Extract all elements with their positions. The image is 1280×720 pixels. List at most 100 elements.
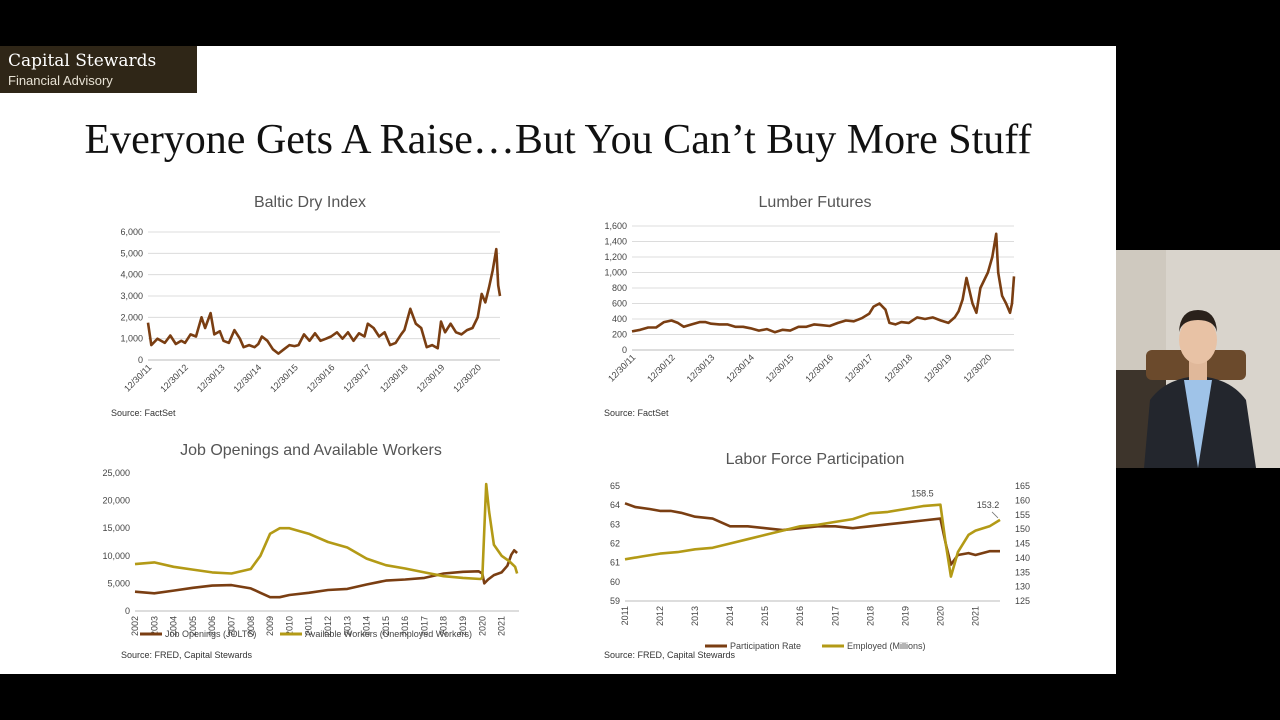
chart-source-baltic: Source: FactSet	[111, 408, 176, 418]
x-tick-label: 2008	[246, 616, 256, 636]
y-tick-label: 2,000	[120, 312, 143, 322]
y-tick-label: 63	[610, 519, 620, 529]
brand-logo: Capital Stewards Financial Advisory	[0, 46, 197, 93]
y2-tick-label: 160	[1015, 495, 1030, 505]
series-line-0	[134, 549, 518, 599]
presenter-video-icon	[1116, 250, 1280, 468]
x-tick-label: 2014	[362, 616, 372, 636]
x-tick-label: 2020	[477, 616, 487, 636]
x-tick-label: 2020	[935, 606, 945, 626]
y-tick-label: 1,000	[604, 268, 627, 278]
y2-tick-label: 135	[1015, 567, 1030, 577]
x-tick-label: 2018	[865, 606, 875, 626]
y-tick-label: 1,000	[120, 334, 143, 344]
x-tick-label: 12/30/18	[882, 352, 914, 384]
x-tick-label: 2017	[419, 616, 429, 636]
legend-label: Participation Rate	[730, 641, 801, 651]
annotation-label: 153.2	[977, 500, 1000, 510]
y-tick-label: 20,000	[102, 496, 130, 506]
series-line-1	[624, 503, 1001, 578]
chart-title-labor: Labor Force Participation	[725, 451, 905, 468]
annotation-leader	[991, 511, 999, 519]
x-tick-label: 12/30/13	[195, 362, 227, 394]
y-tick-label: 0	[138, 355, 143, 365]
y-tick-label: 4,000	[120, 270, 143, 280]
y2-tick-label: 140	[1015, 553, 1030, 563]
x-tick-label: 12/30/14	[231, 362, 263, 394]
x-tick-label: 12/30/15	[268, 362, 300, 394]
y-tick-label: 10,000	[102, 551, 130, 561]
x-tick-label: 12/30/19	[415, 362, 447, 394]
slide: Capital Stewards Financial Advisory Ever…	[0, 46, 1116, 674]
legend-label: Job Openings (JOLTS)	[165, 629, 256, 639]
x-tick-label: 12/30/16	[305, 362, 337, 394]
chart-labor-force: 59 60 61 62 63 64 65 125 130 135 140 145 150 155 160 16…	[610, 481, 1030, 651]
chart-source-jobs: Source: FRED, Capital Stewards	[121, 650, 253, 660]
series-line-1	[134, 482, 519, 581]
x-tick-label: 2017	[830, 606, 840, 626]
x-tick-label: 2013	[690, 606, 700, 626]
x-tick-label: 12/30/12	[158, 362, 190, 394]
x-tick-label: 2003	[149, 616, 159, 636]
x-tick-label: 2016	[400, 616, 410, 636]
y-tick-label: 1,200	[604, 252, 627, 262]
presenter-webcam	[1116, 250, 1280, 468]
x-tick-label: 2010	[284, 616, 294, 636]
y2-tick-label: 155	[1015, 510, 1030, 520]
y-tick-label: 62	[610, 539, 620, 549]
x-tick-label: 12/30/18	[378, 362, 410, 394]
y-tick-label: 64	[610, 500, 620, 510]
x-tick-label: 12/30/12	[645, 352, 677, 384]
y2-tick-label: 165	[1015, 481, 1030, 491]
x-tick-label: 2005	[188, 616, 198, 636]
y-tick-label: 25,000	[102, 468, 130, 478]
x-tick-label: 2019	[900, 606, 910, 626]
chart-source-lumber: Source: FactSet	[604, 408, 669, 418]
y-tick-label: 15,000	[102, 523, 130, 533]
y-tick-label: 0	[622, 345, 627, 355]
x-tick-label: 12/30/11	[122, 362, 153, 393]
x-tick-label: 2021	[497, 616, 507, 636]
chart-title-baltic: Baltic Dry Index	[253, 194, 367, 211]
x-tick-label: 2018	[439, 616, 449, 636]
series-line-0	[146, 247, 502, 355]
x-tick-label: 12/30/20	[961, 352, 993, 384]
y-tick-label: 1,400	[604, 237, 627, 247]
x-tick-label: 2013	[342, 616, 352, 636]
chart-title-jobs: Job Openings and Available Workers	[180, 442, 442, 459]
y2-tick-label: 150	[1015, 524, 1030, 534]
y2-tick-label: 125	[1015, 596, 1030, 606]
x-tick-label: 2014	[725, 606, 735, 626]
y-tick-label: 5,000	[107, 578, 130, 588]
y-tick-label: 0	[125, 606, 130, 616]
x-tick-label: 12/30/17	[341, 362, 373, 394]
y-tick-label: 800	[612, 283, 627, 293]
legend-label: Available Workers (Unemployed Workers)	[305, 629, 472, 639]
slide-title: Everyone Gets A Raise…But You Can’t Buy …	[84, 117, 1032, 163]
x-tick-label: 12/30/20	[451, 362, 483, 394]
x-tick-label: 12/30/19	[922, 352, 954, 384]
x-tick-label: 12/30/16	[803, 352, 835, 384]
brand-name: Capital Stewards	[8, 51, 157, 71]
x-tick-label: 2015	[381, 616, 391, 636]
y-tick-label: 600	[612, 299, 627, 309]
x-tick-label: 2006	[207, 616, 217, 636]
y-tick-label: 400	[612, 314, 627, 324]
chart-lumber-futures: 0 200 400 600 800 1,000 1,200 1,400 1,600 12/30/1…	[604, 221, 1016, 384]
x-tick-label: 2021	[970, 606, 980, 626]
y-tick-label: 200	[612, 330, 627, 340]
x-tick-label: 2002	[130, 616, 140, 636]
y2-tick-label: 145	[1015, 539, 1030, 549]
y-tick-label: 65	[610, 481, 620, 491]
x-tick-label: 2011	[620, 606, 630, 625]
x-tick-label: 2012	[323, 616, 333, 636]
x-tick-label: 12/30/17	[843, 352, 875, 384]
y-tick-label: 3,000	[120, 291, 143, 301]
x-tick-label: 12/30/15	[764, 352, 796, 384]
y-tick-label: 5,000	[120, 248, 143, 258]
y-tick-label: 60	[610, 577, 620, 587]
y2-tick-label: 130	[1015, 582, 1030, 592]
x-tick-label: 2011	[304, 616, 314, 635]
chart-source-labor: Source: FRED, Capital Stewards	[604, 650, 736, 660]
